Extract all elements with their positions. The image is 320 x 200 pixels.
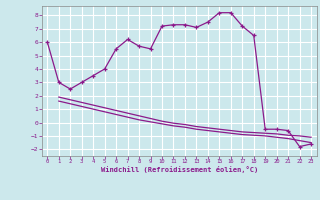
X-axis label: Windchill (Refroidissement éolien,°C): Windchill (Refroidissement éolien,°C) — [100, 166, 258, 173]
